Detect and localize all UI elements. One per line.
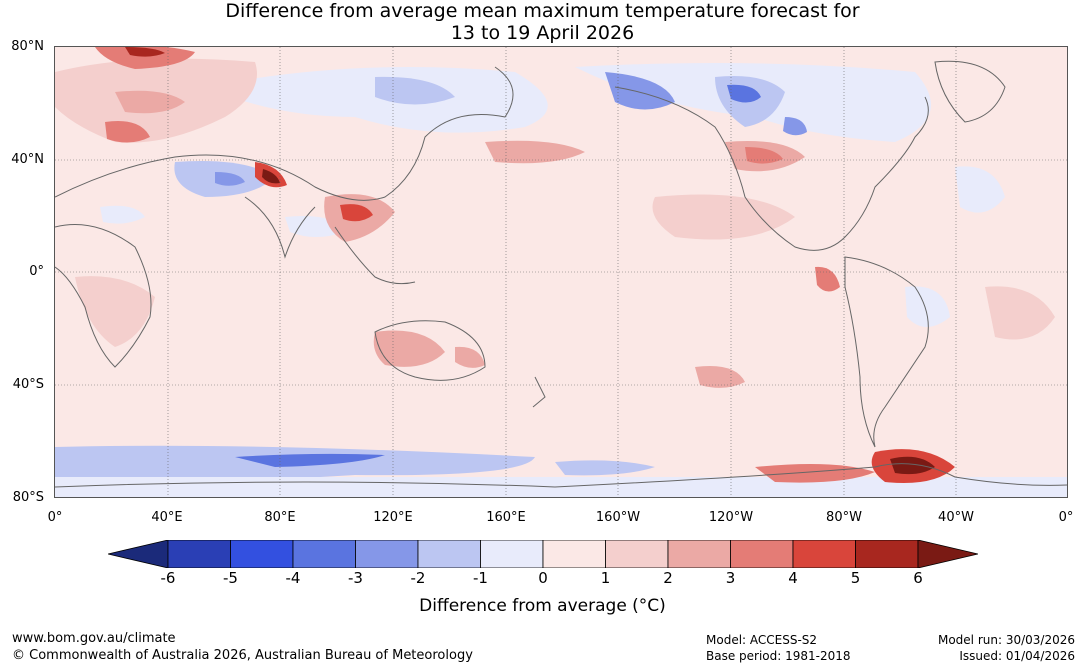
footer-base-period: Base period: 1981-2018 <box>706 649 851 663</box>
colorbar-tick-label: -5 <box>223 569 238 587</box>
colorbar-tick-label: -4 <box>285 569 301 587</box>
warm-region-russia <box>115 90 185 114</box>
warm-region-central-america <box>815 266 840 292</box>
warm-region-china-core <box>340 204 373 222</box>
colorbar-tick-label: 1 <box>600 569 611 587</box>
colorbar-bin <box>230 540 294 568</box>
cool-region-central-asia-core <box>215 172 245 186</box>
temperature-anomaly-map <box>54 46 1068 498</box>
colorbar-tick-label: 3 <box>725 569 736 587</box>
warm-region-south-pacific <box>695 366 745 388</box>
colorbar-bin <box>417 540 481 568</box>
colorbar-arrow-low <box>108 540 169 568</box>
colorbar-tick-label: 0 <box>538 569 548 587</box>
coast-north-america <box>614 86 929 251</box>
coast-africa <box>55 224 152 368</box>
cool-region-southern-ocean-core <box>235 453 385 467</box>
colorbar-bin <box>167 540 231 568</box>
lat-label-40s: 40°S <box>12 377 44 392</box>
cool-region-arabia <box>100 205 145 224</box>
warm-region-usa-core <box>745 147 783 164</box>
lon-label-120w: 120°W <box>708 510 754 525</box>
lon-label-0-west: 0° <box>47 510 63 525</box>
warm-region-scandinavia-core <box>125 47 165 57</box>
colorbar-bin <box>792 540 856 568</box>
map-canvas <box>55 47 1067 497</box>
colorbar-bin <box>667 540 731 568</box>
lon-label-40w: 40°W <box>938 510 974 525</box>
lon-label-0-east: 0° <box>1058 510 1074 525</box>
colorbar-tick-label: -2 <box>410 569 426 587</box>
colorbar-bin <box>355 540 419 568</box>
cool-region-south-america <box>905 286 950 327</box>
warm-region-east-pacific <box>652 194 795 240</box>
footer-copyright: © Commonwealth of Australia 2026, Austra… <box>12 648 473 663</box>
colorbar-arrow-high <box>917 540 978 568</box>
warm-region-black-sea <box>105 121 150 143</box>
warm-region-north-pacific-band <box>485 140 585 164</box>
colorbar-label: Difference from average (°C) <box>419 596 666 616</box>
coast-new-zealand <box>532 376 546 408</box>
coast-antarctica <box>55 463 1067 488</box>
colorbar-bin <box>605 540 669 568</box>
coast-southeast-asia <box>334 226 416 285</box>
colorbar-tick-label: -1 <box>473 569 488 587</box>
cool-region-alaska <box>605 72 675 110</box>
coast-greenland <box>934 60 1006 123</box>
cool-region-southern-ocean-east <box>555 460 655 476</box>
lon-label-80w: 80°W <box>826 510 862 525</box>
warm-region-scandinavia <box>95 47 195 69</box>
warm-region-south-pacific-rim <box>755 463 875 483</box>
colorbar-bin <box>480 540 544 568</box>
cool-region-southern-ocean-west <box>55 445 535 487</box>
colorbar-bin <box>292 540 356 568</box>
colorbar-tick-label: 5 <box>850 569 861 587</box>
coast-india <box>244 196 316 259</box>
title-line-1: Difference from average mean maximum tem… <box>225 0 860 22</box>
lon-label-80e: 80°E <box>264 510 296 525</box>
colorbar-tick-label: 6 <box>913 569 923 587</box>
lon-label-40e: 40°E <box>151 510 183 525</box>
colorbar <box>108 540 978 568</box>
warm-region-kashmir-core <box>262 169 280 184</box>
colorbar-tick-label: -6 <box>160 569 176 587</box>
coast-eurasia <box>55 66 514 201</box>
warm-region-south-america-east <box>985 286 1055 340</box>
warm-region-africa <box>75 276 155 347</box>
colorbar-bin <box>730 540 794 568</box>
colorbar-bin <box>542 540 606 568</box>
lat-label-80n: 80°N <box>11 39 44 54</box>
lat-label-equator: 0° <box>29 264 44 279</box>
colorbar-bin <box>855 540 919 568</box>
cool-region-atlantic-west <box>955 166 1005 213</box>
footer-model-run: Model run: 30/03/2026 <box>937 633 1075 647</box>
lat-label-40n: 40°N <box>11 152 44 167</box>
colorbar-tick-label: -3 <box>348 569 363 587</box>
cool-region-siberia <box>375 76 455 105</box>
colorbar-tick-label: 2 <box>663 569 673 587</box>
coast-australia <box>374 320 486 381</box>
warm-region-australia <box>373 330 445 367</box>
lon-label-160e: 160°E <box>486 510 526 525</box>
lon-label-120e: 120°E <box>373 510 413 525</box>
colorbar-tick-label: 4 <box>788 569 798 587</box>
warm-region-australia-east <box>455 346 485 368</box>
title-line-2: 13 to 19 April 2026 <box>450 22 635 44</box>
footer-issued: Issued: 01/04/2026 <box>959 649 1075 663</box>
lat-label-80s: 80°S <box>12 490 44 505</box>
footer-website: www.bom.gov.au/climate <box>12 631 176 646</box>
anomaly-patches <box>55 47 1067 497</box>
warm-region-peninsula-core <box>890 456 935 475</box>
coast-south-america <box>844 256 929 448</box>
footer-model: Model: ACCESS-S2 <box>706 633 818 647</box>
graticule <box>55 47 1067 497</box>
coastlines <box>55 60 1067 488</box>
cool-region-canada-core <box>727 84 761 103</box>
lon-label-160w: 160°W <box>595 510 641 525</box>
map-title: Difference from average mean maximum tem… <box>0 0 1085 44</box>
cool-region-hudson <box>783 117 807 136</box>
